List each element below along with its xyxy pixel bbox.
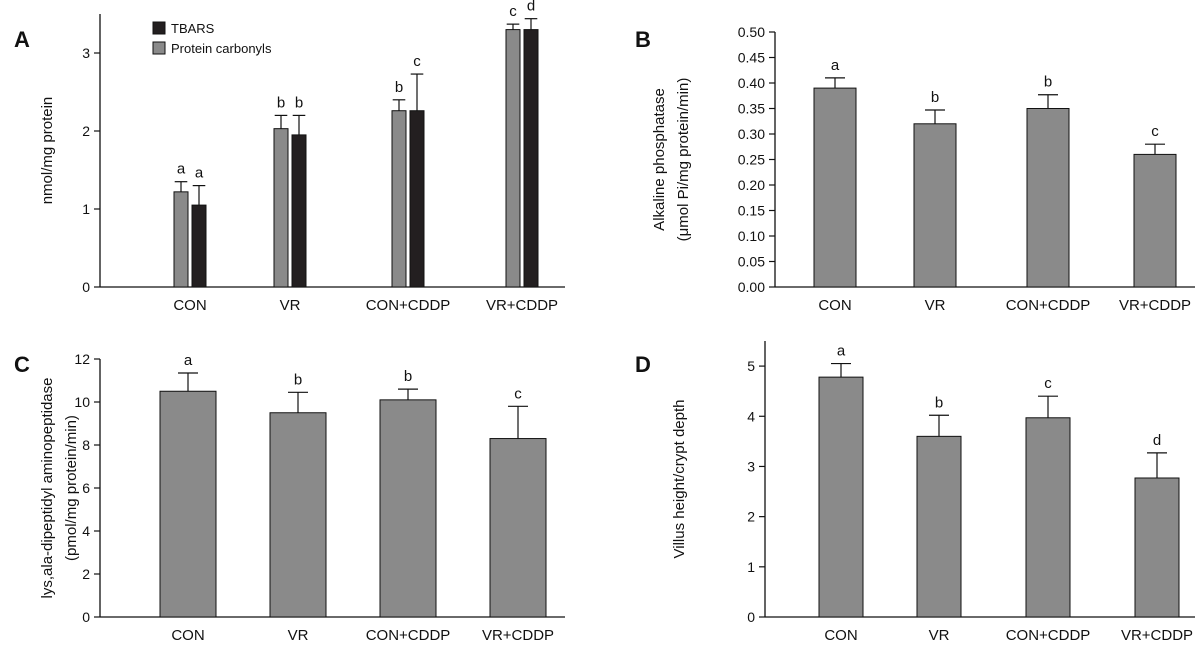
panel-c-y-tick-label: 6 [82, 480, 90, 496]
panel-a-bar [273, 128, 289, 288]
panel-b-y-tick-label: 0.00 [738, 279, 765, 295]
panel-b-y-tick-label: 0.35 [738, 101, 765, 117]
panel-a-legend-label: Protein carbonyls [171, 41, 272, 56]
panel-b-category-label: VR+CDDP [1119, 297, 1191, 314]
panel-a-significance-letter: b [277, 94, 285, 111]
panel-c-bar [159, 390, 217, 618]
panel-b-significance-letter: c [1151, 123, 1159, 140]
panel-b-y-tick-label: 0.25 [738, 152, 765, 168]
panel-b-bar [1133, 153, 1177, 288]
panel-c-category-label: CON+CDDP [366, 627, 451, 644]
panel-d-y-tick-label: 1 [747, 559, 755, 575]
panel-b-significance-letter: a [831, 57, 840, 74]
panel-a-y-tick-label: 1 [82, 201, 90, 217]
panel-c-y-axis-title: (pmol/mg protein/min) [63, 415, 80, 561]
panel-b-category-label: CON+CDDP [1006, 297, 1091, 314]
panel-d-bar [818, 376, 864, 618]
panel-d-letter: D [635, 352, 651, 377]
panel-a-significance-letter: a [177, 161, 186, 178]
panel-a-category-label: CON [173, 297, 206, 314]
panel-c-y-tick-label: 4 [82, 523, 90, 539]
panel-c-significance-letter: c [514, 385, 522, 402]
panel-b-significance-letter: b [1044, 74, 1052, 91]
panel-a-letter: A [14, 27, 30, 52]
panel-c-category-label: VR [288, 627, 309, 644]
panel-d-bar [916, 435, 962, 618]
panel-d-y-tick-label: 3 [747, 458, 755, 474]
panel-a-y-tick-label: 0 [82, 279, 90, 295]
panel-b-y-tick-label: 0.20 [738, 177, 765, 193]
panel-d-category-label: CON [824, 627, 857, 644]
panel-a-legend-swatch [152, 21, 166, 35]
panel-d-bar [1134, 477, 1180, 618]
panel-a-category-label: VR [280, 297, 301, 314]
panel-d-category-label: VR [929, 627, 950, 644]
panel-b-category-label: VR [925, 297, 946, 314]
panel-d-category-label: VR+CDDP [1121, 627, 1193, 644]
panel-c-bar [489, 438, 547, 618]
panel-b-y-axis-title: Alkaline phosphatase [651, 88, 668, 231]
panel-c-y-tick-label: 0 [82, 609, 90, 625]
panel-d-y-tick-label: 4 [747, 408, 755, 424]
panel-a-bar [523, 29, 539, 288]
panel-b-bar [913, 123, 957, 288]
panel-a-y-tick-label: 2 [82, 123, 90, 139]
panel-d-significance-letter: a [837, 343, 846, 360]
panel-c-y-tick-label: 10 [74, 394, 90, 410]
panel-d-y-tick-label: 2 [747, 509, 755, 525]
panel-d-y-tick-label: 0 [747, 609, 755, 625]
panel-d-category-label: CON+CDDP [1006, 627, 1091, 644]
panel-b-letter: B [635, 27, 651, 52]
panel-a-significance-letter: b [295, 94, 303, 111]
panel-c-significance-letter: b [294, 371, 302, 388]
panel-c-significance-letter: a [184, 352, 193, 369]
panel-b-y-tick-label: 0.15 [738, 203, 765, 219]
panel-a-category-label: CON+CDDP [366, 297, 451, 314]
panel-b-category-label: CON [818, 297, 851, 314]
panel-a-legend-swatch [152, 41, 166, 55]
panel-a-bar [191, 204, 207, 288]
panel-a-legend-label: TBARS [171, 21, 215, 36]
panel-a-significance-letter: c [413, 53, 421, 70]
panel-c-category-label: VR+CDDP [482, 627, 554, 644]
panel-a-bar [505, 29, 521, 288]
panel-d-significance-letter: c [1044, 375, 1052, 392]
panel-c-y-tick-label: 8 [82, 437, 90, 453]
panel-d-bar [1025, 417, 1071, 618]
panel-c-y-tick-label: 12 [74, 351, 90, 367]
panel-c-y-axis-title: lys,ala-dipeptidyl aminopeptidase [39, 378, 56, 599]
panel-b-y-tick-label: 0.05 [738, 254, 765, 270]
panel-b-y-tick-label: 0.40 [738, 75, 765, 91]
panel-d-y-tick-label: 5 [747, 358, 755, 374]
panel-a-significance-letter: a [195, 165, 204, 182]
panel-b-y-axis-title: (μmol Pi/mg protein/min) [675, 78, 692, 242]
panel-b-significance-letter: b [931, 89, 939, 106]
panel-b-y-tick-label: 0.30 [738, 126, 765, 142]
panel-c-y-tick-label: 2 [82, 566, 90, 582]
panel-d-significance-letter: d [1153, 432, 1161, 449]
panel-a-significance-letter: c [509, 3, 517, 20]
panel-b-bar [813, 87, 857, 288]
panel-a-y-axis-title: nmol/mg protein [39, 97, 56, 205]
panel-b-y-tick-label: 0.45 [738, 50, 765, 66]
panel-a-category-label: VR+CDDP [486, 297, 558, 314]
panel-c-bar [379, 399, 437, 618]
panel-c-significance-letter: b [404, 368, 412, 385]
panel-a-significance-letter: d [527, 0, 535, 15]
panel-a-bar [291, 134, 307, 288]
panel-b-bar [1026, 108, 1070, 288]
panel-c-bar [269, 412, 327, 618]
panel-b-y-tick-label: 0.50 [738, 24, 765, 40]
panel-a-bar [409, 110, 425, 288]
panel-d-y-axis-title: Villus height/crypt depth [671, 400, 688, 559]
panel-c-category-label: CON [171, 627, 204, 644]
panel-a-bar [173, 191, 189, 288]
panel-a-bar [391, 110, 407, 288]
panel-c-letter: C [14, 352, 30, 377]
panel-a-significance-letter: b [395, 79, 403, 96]
panel-a-y-tick-label: 3 [82, 45, 90, 61]
panel-d-significance-letter: b [935, 394, 943, 411]
panel-b-y-tick-label: 0.10 [738, 228, 765, 244]
